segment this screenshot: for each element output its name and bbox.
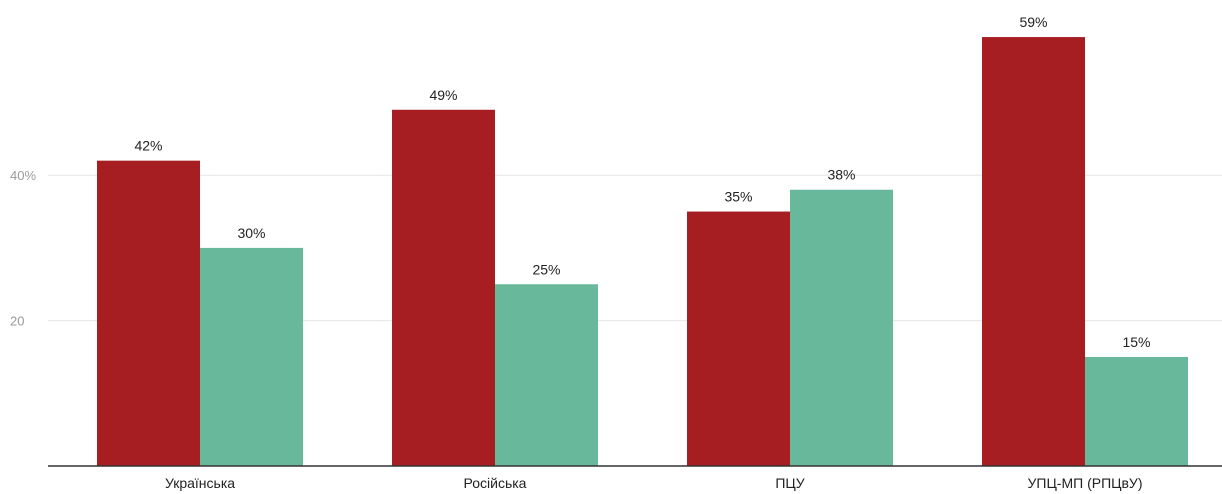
data-label: 49% [429,87,457,103]
data-label: 38% [827,167,855,183]
data-labels: 42% 30% 49% 25% 35% 38% 59% 15% [134,14,1150,350]
bar-series-1 [982,37,1085,466]
bar-series-2 [1085,356,1188,466]
bar-series-1 [392,109,495,467]
data-label: 35% [724,189,752,205]
data-label: 59% [1019,14,1047,30]
bars [97,37,1188,467]
bar-series-2 [790,189,893,467]
y-tick-label: 20 [10,314,24,329]
bar-series-1 [97,160,200,466]
x-tick-label: Українська [165,475,235,491]
bar-series-2 [495,284,598,466]
data-label: 15% [1122,334,1150,350]
data-label: 25% [532,261,560,277]
y-axis-ticks: 20 40% [10,168,36,328]
bar-series-2 [200,247,303,466]
bar-series-1 [687,211,790,466]
data-label: 42% [134,138,162,154]
x-tick-label: УПЦ-МП (РПЦвУ) [1027,475,1142,491]
y-tick-label: 40% [10,168,36,183]
x-tick-label: Російська [464,475,527,491]
x-tick-label: ПЦУ [775,475,804,491]
x-axis-ticks: Українська Російська ПЦУ УПЦ-МП (РПЦвУ) [165,475,1143,491]
data-label: 30% [237,225,265,241]
